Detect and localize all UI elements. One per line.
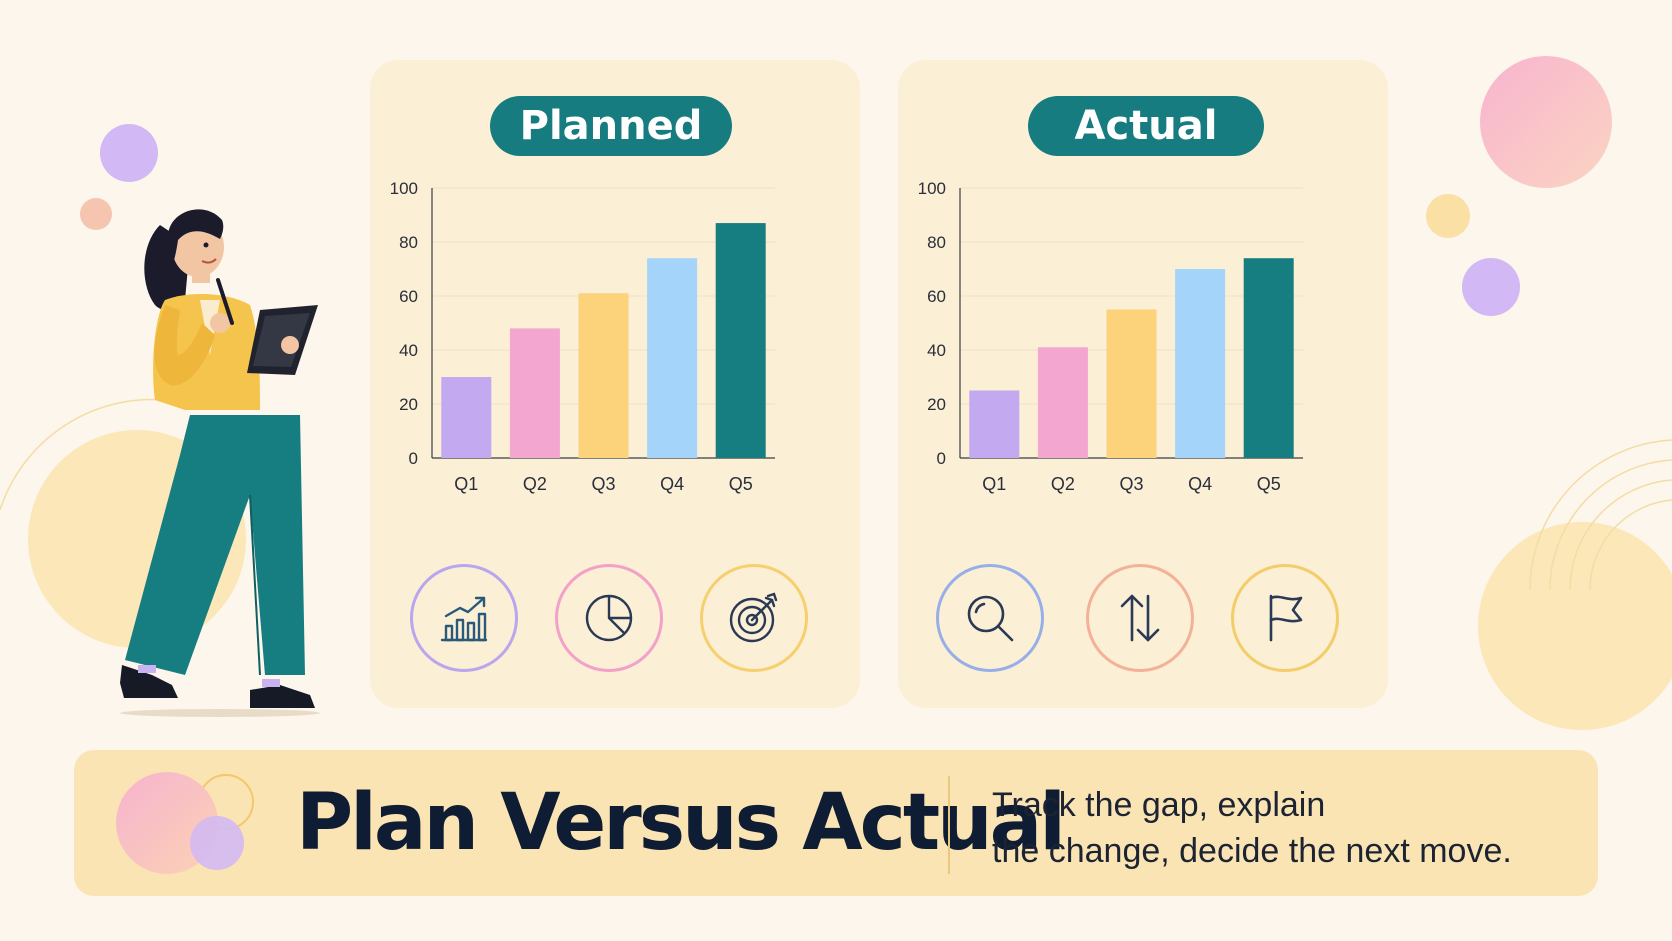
- actual-icon-ring-3: [1231, 564, 1339, 672]
- deco-circle-purple-right: [1462, 258, 1520, 316]
- planned-bar-q5: [715, 223, 766, 458]
- footer-banner: Plan Versus Actual Track the gap, explai…: [74, 750, 1598, 896]
- flag-icon: [1269, 594, 1303, 642]
- planned-xtick-q1: Q1: [454, 474, 478, 494]
- target-icon: [729, 592, 778, 643]
- actual-xtick-q4: Q4: [1188, 474, 1212, 494]
- footer-title: Plan Versus Actual: [296, 778, 1066, 868]
- planned-xtick-q5: Q5: [729, 474, 753, 494]
- planned-icon-ring-3: [700, 564, 808, 672]
- planned-xtick-q3: Q3: [591, 474, 615, 494]
- planned-xtick-q4: Q4: [660, 474, 684, 494]
- footer-subtitle-line-2: the change, decide the next move.: [992, 832, 1512, 870]
- planned-bar-q3: [578, 293, 629, 458]
- growth-chart-icon: [440, 596, 488, 642]
- actual-ytick-60: 60: [927, 287, 946, 306]
- actual-xtick-q5: Q5: [1257, 474, 1281, 494]
- planned-bar-q2: [509, 328, 560, 458]
- actual-icon-ring-1: [936, 564, 1044, 672]
- planned-title-pill: Planned: [490, 96, 732, 156]
- up-down-arrows-icon: [1120, 594, 1160, 642]
- planned-bar-q4: [647, 258, 698, 458]
- actual-ytick-0: 0: [937, 449, 946, 468]
- planned-ytick-100: 100: [390, 180, 418, 198]
- planned-chart: 0 20 40 60 80 100 Q1 Q2 Q3 Q4 Q5: [390, 180, 775, 494]
- planned-ytick-40: 40: [399, 341, 418, 360]
- actual-ytick-80: 80: [927, 233, 946, 252]
- planned-icon-ring-2: [555, 564, 663, 672]
- planned-ytick-80: 80: [399, 233, 418, 252]
- woman-illustration: [120, 209, 320, 717]
- deco-circle-pink-top-right: [1480, 56, 1612, 188]
- actual-icon-ring-2: [1086, 564, 1194, 672]
- actual-bar-q5: [1243, 258, 1294, 458]
- actual-ytick-20: 20: [927, 395, 946, 414]
- footer-subtitle-line-1: Track the gap, explain: [992, 786, 1326, 824]
- actual-xtick-q1: Q1: [982, 474, 1006, 494]
- actual-bar-q3: [1106, 309, 1157, 458]
- deco-circle-peach-left: [80, 198, 112, 230]
- actual-chart: 0 20 40 60 80 100 Q1 Q2 Q3 Q4 Q5: [918, 180, 1303, 494]
- actual-title-pill: Actual: [1028, 96, 1264, 156]
- deco-circle-purple-top-left: [100, 124, 158, 182]
- actual-ytick-40: 40: [927, 341, 946, 360]
- deco-circle-yellow-right-small: [1426, 194, 1470, 238]
- planned-ytick-60: 60: [399, 287, 418, 306]
- actual-title: Actual: [1074, 103, 1218, 149]
- actual-bar-q1: [969, 390, 1020, 458]
- planned-icon-ring-1: [410, 564, 518, 672]
- planned-panel: Planned 0 20 40 60 80 100 Q1 Q2 Q3 Q4 Q5: [370, 60, 860, 708]
- actual-ytick-100: 100: [918, 180, 946, 198]
- actual-bar-q2: [1037, 347, 1088, 458]
- footer-subtitle: Track the gap, explain the change, decid…: [992, 782, 1552, 874]
- planned-ytick-20: 20: [399, 395, 418, 414]
- deco-arc-left: [0, 398, 166, 510]
- planned-bar-q1: [441, 377, 492, 458]
- planned-xtick-q2: Q2: [523, 474, 547, 494]
- pie-chart-icon: [585, 594, 633, 642]
- actual-xtick-q3: Q3: [1119, 474, 1143, 494]
- actual-panel: Actual 0 20 40 60 80 100 Q1 Q2 Q3 Q4 Q5: [898, 60, 1388, 708]
- planned-title: Planned: [519, 103, 703, 149]
- actual-bar-q4: [1175, 269, 1226, 458]
- planned-ytick-0: 0: [409, 449, 418, 468]
- magnifier-icon: [967, 595, 1014, 642]
- footer-divider: [948, 776, 950, 874]
- deco-footer-purple-circle: [190, 816, 244, 870]
- deco-arcs-right: [1529, 439, 1672, 591]
- actual-xtick-q2: Q2: [1051, 474, 1075, 494]
